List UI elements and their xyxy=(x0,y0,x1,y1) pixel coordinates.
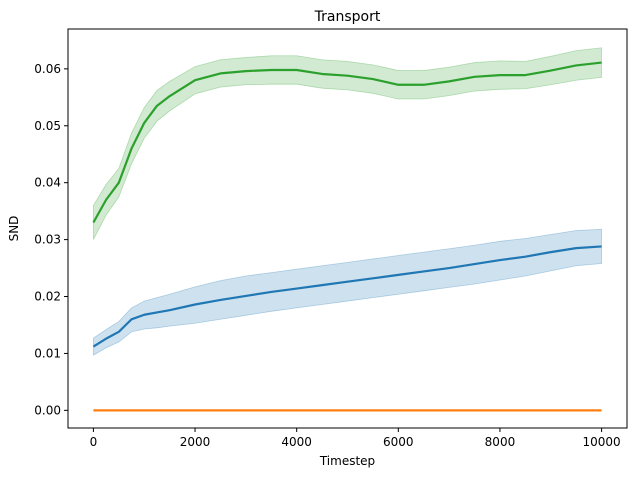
x-tick-label: 4000 xyxy=(281,435,312,449)
series-3-line xyxy=(92,61,602,224)
y-axis-label: SND xyxy=(7,216,21,242)
x-axis: 0 2000 4000 6000 8000 10000 xyxy=(90,428,621,449)
y-tick-label: 0.01 xyxy=(34,346,61,360)
plot-frame xyxy=(67,28,628,429)
x-tick-label: 8000 xyxy=(485,435,516,449)
x-tick-label: 0 xyxy=(90,435,98,449)
y-tick-label: 0.02 xyxy=(34,290,61,304)
x-axis-label: Timestep xyxy=(319,454,375,468)
y-axis: 0.00 0.01 0.02 0.03 0.04 0.05 0.06 xyxy=(34,62,68,417)
y-tick-label: 0.03 xyxy=(34,233,61,247)
x-tick-label: 2000 xyxy=(180,435,211,449)
x-tick-label: 10000 xyxy=(582,435,620,449)
series-1-line xyxy=(92,245,602,348)
y-tick-label: 0.04 xyxy=(34,176,61,190)
x-tick-label: 6000 xyxy=(383,435,414,449)
y-tick-label: 0.00 xyxy=(34,403,61,417)
series-lines xyxy=(92,61,602,412)
y-tick-label: 0.05 xyxy=(34,119,61,133)
series-1-band xyxy=(93,228,602,356)
y-tick-label: 0.06 xyxy=(34,62,61,76)
series-3-band xyxy=(93,47,602,240)
chart-title: Transport xyxy=(314,9,381,25)
confidence-bands xyxy=(93,47,602,411)
